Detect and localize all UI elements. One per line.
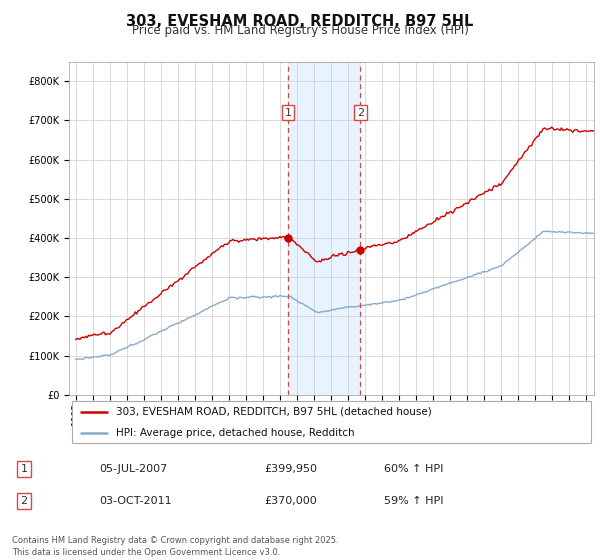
Text: £399,950: £399,950 <box>264 464 317 474</box>
Text: 1: 1 <box>284 108 292 118</box>
Text: Price paid vs. HM Land Registry's House Price Index (HPI): Price paid vs. HM Land Registry's House … <box>131 24 469 36</box>
Text: 2: 2 <box>357 108 364 118</box>
Text: 60% ↑ HPI: 60% ↑ HPI <box>384 464 443 474</box>
Text: 03-OCT-2011: 03-OCT-2011 <box>99 496 172 506</box>
Text: 05-JUL-2007: 05-JUL-2007 <box>99 464 167 474</box>
Text: 1: 1 <box>20 464 28 474</box>
Text: HPI: Average price, detached house, Redditch: HPI: Average price, detached house, Redd… <box>116 428 355 438</box>
Text: 303, EVESHAM ROAD, REDDITCH, B97 5HL (detached house): 303, EVESHAM ROAD, REDDITCH, B97 5HL (de… <box>116 407 432 417</box>
Text: 59% ↑ HPI: 59% ↑ HPI <box>384 496 443 506</box>
Text: £370,000: £370,000 <box>264 496 317 506</box>
Text: 303, EVESHAM ROAD, REDDITCH, B97 5HL: 303, EVESHAM ROAD, REDDITCH, B97 5HL <box>127 14 473 29</box>
Bar <box>288 62 361 395</box>
FancyBboxPatch shape <box>71 401 592 444</box>
Text: Contains HM Land Registry data © Crown copyright and database right 2025.
This d: Contains HM Land Registry data © Crown c… <box>12 536 338 557</box>
Text: 2: 2 <box>20 496 28 506</box>
